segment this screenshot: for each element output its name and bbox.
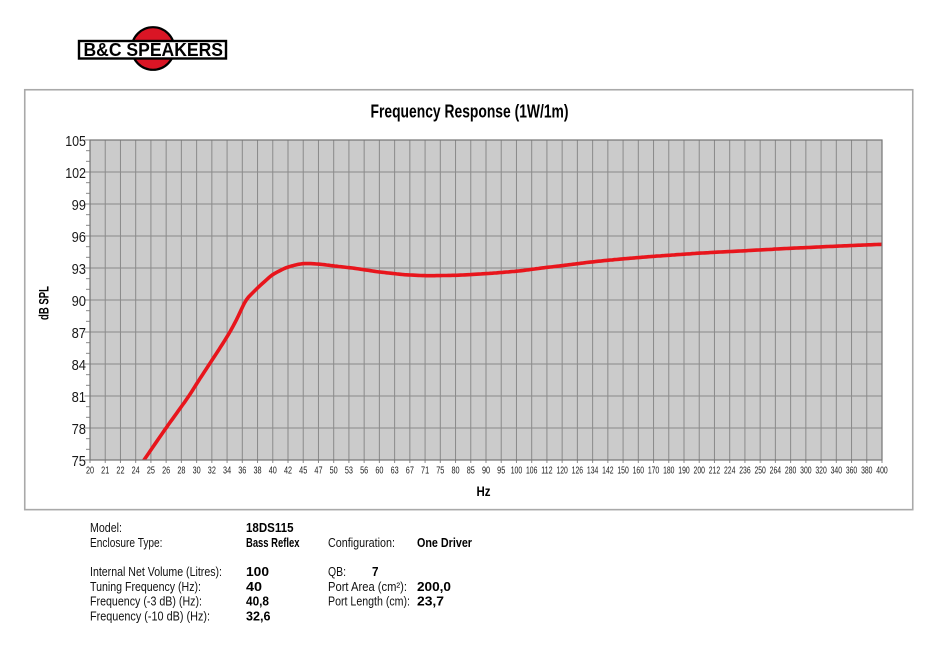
svg-text:360: 360 [846,466,858,477]
svg-text:67: 67 [406,466,414,477]
svg-text:One Driver: One Driver [417,535,472,550]
svg-text:200: 200 [694,466,706,477]
svg-text:224: 224 [724,466,736,477]
svg-text:250: 250 [754,466,766,477]
svg-text:45: 45 [299,466,307,477]
svg-text:47: 47 [314,466,322,477]
svg-text:84: 84 [72,358,86,374]
svg-text:150: 150 [617,466,629,477]
svg-text:142: 142 [602,466,614,477]
svg-text:18DS115: 18DS115 [246,520,294,535]
svg-text:Internal Net Volume (Litres):: Internal Net Volume (Litres): [90,564,222,579]
svg-text:340: 340 [831,466,843,477]
svg-text:26: 26 [162,466,170,477]
svg-text:36: 36 [238,466,246,477]
svg-text:160: 160 [633,466,645,477]
svg-text:99: 99 [72,198,86,214]
svg-text:24: 24 [132,466,140,477]
svg-text:Hz: Hz [477,484,491,499]
svg-text:40,8: 40,8 [246,594,269,609]
svg-text:Configuration:: Configuration: [328,535,395,550]
svg-text:106: 106 [526,466,538,477]
svg-text:Frequency (-3 dB) (Hz):: Frequency (-3 dB) (Hz): [90,594,202,609]
svg-text:212: 212 [709,466,721,477]
svg-text:20: 20 [86,466,94,477]
svg-text:90: 90 [482,466,490,477]
svg-text:60: 60 [375,466,383,477]
svg-text:93: 93 [72,262,86,278]
svg-text:120: 120 [556,466,568,477]
svg-text:56: 56 [360,466,368,477]
svg-text:380: 380 [861,466,873,477]
svg-text:200,0: 200,0 [417,579,451,594]
svg-text:100: 100 [246,564,269,579]
svg-text:95: 95 [497,466,505,477]
svg-text:71: 71 [421,466,429,477]
svg-text:96: 96 [72,230,86,246]
svg-text:25: 25 [147,466,155,477]
svg-text:85: 85 [467,466,475,477]
svg-text:126: 126 [572,466,584,477]
svg-text:Port Length (cm):: Port Length (cm): [328,594,410,609]
svg-text:90: 90 [72,294,86,310]
svg-text:190: 190 [678,466,690,477]
svg-text:7: 7 [372,564,379,579]
svg-text:134: 134 [587,466,599,477]
svg-text:Frequency Response (1W/1m): Frequency Response (1W/1m) [371,102,569,122]
svg-text:112: 112 [541,466,553,477]
svg-text:21: 21 [101,466,109,477]
svg-text:32,6: 32,6 [246,608,271,623]
svg-text:75: 75 [72,454,86,470]
svg-text:78: 78 [72,422,86,438]
svg-text:QB:: QB: [328,564,346,579]
svg-text:87: 87 [72,326,86,342]
svg-text:dB SPL: dB SPL [37,286,52,320]
svg-text:30: 30 [193,466,201,477]
svg-text:100: 100 [511,466,523,477]
svg-text:Enclosure Type:: Enclosure Type: [90,535,163,550]
svg-text:Model:: Model: [90,520,122,535]
svg-text:B&C SPEAKERS: B&C SPEAKERS [84,39,224,60]
svg-text:63: 63 [391,466,399,477]
svg-text:75: 75 [436,466,444,477]
svg-text:102: 102 [65,166,86,182]
svg-text:320: 320 [815,466,827,477]
svg-text:170: 170 [648,466,660,477]
svg-text:264: 264 [770,466,782,477]
svg-text:400: 400 [876,466,888,477]
svg-text:40: 40 [246,579,262,594]
svg-text:80: 80 [451,466,459,477]
svg-text:42: 42 [284,466,292,477]
svg-text:50: 50 [330,466,338,477]
svg-text:236: 236 [739,466,751,477]
svg-text:105: 105 [65,134,86,150]
svg-text:23,7: 23,7 [417,594,444,609]
svg-text:280: 280 [785,466,797,477]
svg-text:53: 53 [345,466,353,477]
svg-text:34: 34 [223,466,231,477]
svg-text:81: 81 [72,390,86,406]
svg-text:300: 300 [800,466,812,477]
svg-text:28: 28 [177,466,185,477]
svg-text:Frequency (-10 dB) (Hz):: Frequency (-10 dB) (Hz): [90,608,210,623]
svg-text:Bass Reflex: Bass Reflex [246,535,300,550]
svg-text:38: 38 [253,466,261,477]
svg-text:Port Area (cm²):: Port Area (cm²): [328,579,407,594]
svg-text:32: 32 [208,466,216,477]
svg-text:40: 40 [269,466,277,477]
svg-text:22: 22 [116,466,124,477]
svg-text:180: 180 [663,466,675,477]
svg-text:Tuning Frequency (Hz):: Tuning Frequency (Hz): [90,579,201,594]
